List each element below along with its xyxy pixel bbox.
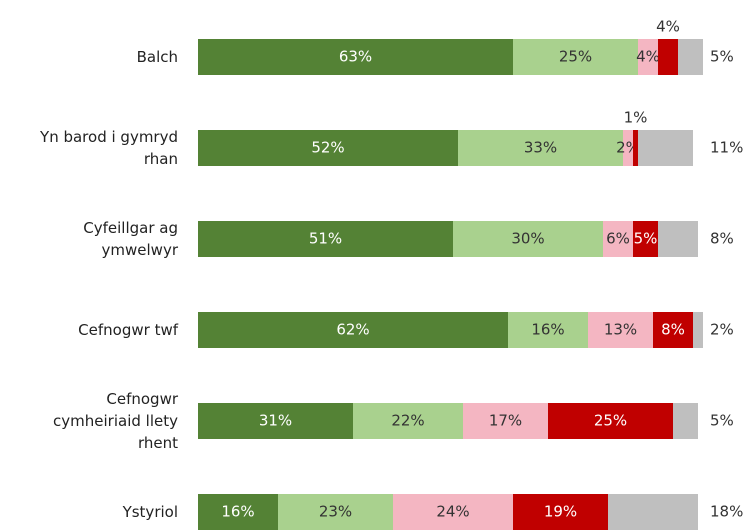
value-label: 5% xyxy=(710,48,734,66)
bar-segment xyxy=(693,312,703,348)
bar-segment xyxy=(278,494,393,530)
value-label: 11% xyxy=(710,139,743,157)
value-label: 8% xyxy=(661,321,685,339)
value-label: 25% xyxy=(559,48,592,66)
bar-segment xyxy=(658,39,678,75)
value-label: 52% xyxy=(311,139,344,157)
value-label: 51% xyxy=(309,230,342,248)
category-label: Yn barod i gymryd rhan xyxy=(40,128,178,168)
bar-segment xyxy=(198,130,458,166)
value-label: 4% xyxy=(636,48,660,66)
bar-segment xyxy=(603,221,633,257)
value-label: 24% xyxy=(436,503,469,521)
bar-segment xyxy=(393,494,513,530)
value-label: 23% xyxy=(319,503,352,521)
bar-segment xyxy=(198,39,513,75)
value-label: 19% xyxy=(544,503,577,521)
category-label: Cyfeillgar ag ymwelwyr xyxy=(83,219,178,259)
bar-segment xyxy=(513,39,638,75)
bar-segment xyxy=(678,39,703,75)
category-label: Balch xyxy=(136,48,178,66)
value-label: 6% xyxy=(606,230,630,248)
value-label: 62% xyxy=(336,321,369,339)
value-label: 22% xyxy=(391,412,424,430)
bar-segment xyxy=(633,130,638,166)
value-label: 2% xyxy=(710,321,734,339)
bar-segment xyxy=(633,221,658,257)
value-label: 4% xyxy=(656,18,680,36)
bar-segment xyxy=(198,221,453,257)
value-label: 13% xyxy=(604,321,637,339)
bar-segment xyxy=(658,221,698,257)
bar-segment xyxy=(353,403,463,439)
bar-segment xyxy=(198,312,508,348)
bar-segment xyxy=(588,312,653,348)
bar-segment xyxy=(463,403,548,439)
bar-segment xyxy=(653,312,693,348)
category-label: Cefnogwr cymheiriaid llety rhent xyxy=(53,390,178,452)
value-label: 16% xyxy=(221,503,254,521)
value-label: 63% xyxy=(339,48,372,66)
value-label: 33% xyxy=(524,139,557,157)
value-label: 31% xyxy=(259,412,292,430)
bar-segment xyxy=(673,403,698,439)
value-label: 18% xyxy=(710,503,743,521)
value-label: 1% xyxy=(624,109,648,127)
bar-segment xyxy=(453,221,603,257)
value-label: 16% xyxy=(531,321,564,339)
value-label: 8% xyxy=(710,230,734,248)
value-label: 5% xyxy=(710,412,734,430)
bar-segment xyxy=(513,494,608,530)
category-label: Ystyriol xyxy=(122,503,178,521)
bar-segment xyxy=(623,130,633,166)
bar-segment xyxy=(508,312,588,348)
bar-segment xyxy=(608,494,698,530)
bar-segment xyxy=(458,130,623,166)
bar-segment xyxy=(638,130,693,166)
value-label: 25% xyxy=(594,412,627,430)
bar-segment xyxy=(548,403,673,439)
value-label: 30% xyxy=(511,230,544,248)
bar-segment xyxy=(198,494,278,530)
category-label: Cefnogwr twf xyxy=(78,321,178,339)
value-label: 5% xyxy=(634,230,658,248)
bar-segment xyxy=(198,403,353,439)
bar-segment xyxy=(638,39,658,75)
value-label: 17% xyxy=(489,412,522,430)
